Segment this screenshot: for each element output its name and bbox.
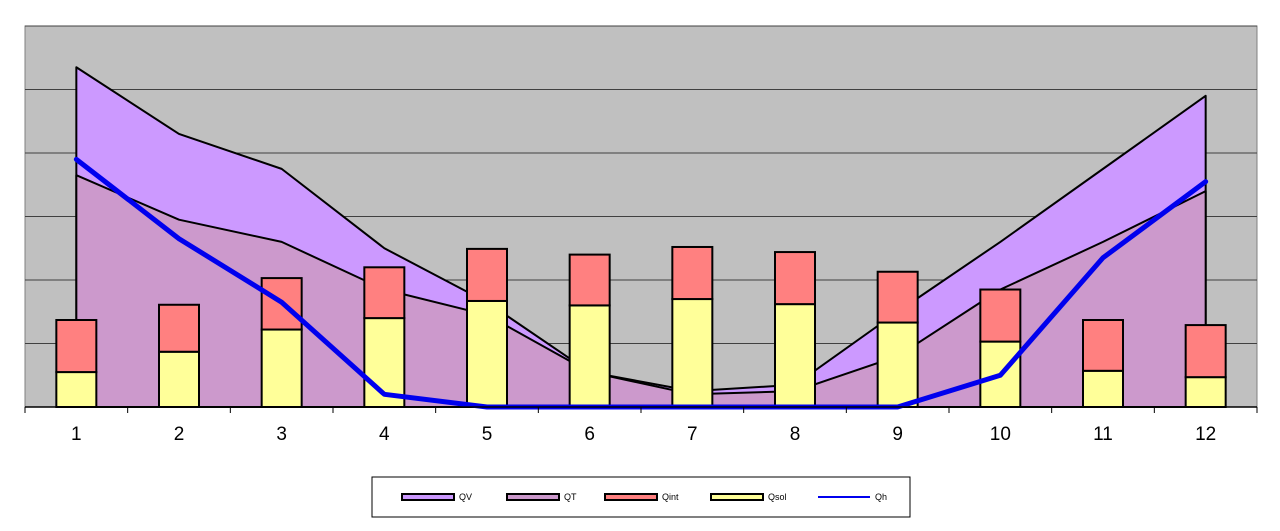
bar-qsol-4	[363, 317, 406, 409]
legend-swatch-qsol	[710, 493, 764, 501]
bar-qint-8	[774, 251, 816, 306]
legend-label-qh: Qh	[875, 492, 887, 502]
x-tick-label: 12	[1195, 424, 1216, 445]
bar-qint-9	[876, 270, 919, 324]
x-tick-label: 3	[276, 424, 287, 445]
bar-qsol-12	[1184, 376, 1227, 408]
stacked-bars	[55, 245, 1227, 409]
bar-qint-12	[1184, 324, 1227, 379]
legend-label-qsol: Qsol	[768, 492, 787, 502]
x-tick-label: 4	[379, 424, 390, 445]
x-tick-label: 6	[584, 424, 595, 445]
x-tick-label: 9	[892, 424, 903, 445]
bar-qint-10	[979, 288, 1022, 343]
bar-qint-7	[671, 245, 714, 301]
bar-qsol-7	[671, 298, 714, 408]
legend: QV QT Qint Qsol Qh	[371, 476, 911, 518]
legend-swatch-qint	[604, 493, 658, 501]
legend-label-qint: Qint	[662, 492, 679, 502]
bar-qint-2	[158, 303, 200, 353]
bar-qsol-3	[260, 328, 303, 408]
x-tick-label: 5	[482, 424, 493, 445]
bar-qsol-5	[466, 299, 508, 408]
bar-qsol-1	[55, 371, 98, 409]
bar-qint-4	[363, 266, 406, 320]
x-tick-label: 11	[1093, 424, 1113, 445]
bar-qsol-6	[568, 304, 611, 408]
bar-qint-11	[1082, 319, 1124, 372]
legend-swatch-qt	[506, 493, 560, 501]
x-tick-label: 10	[990, 424, 1011, 445]
x-tick-label: 8	[790, 424, 801, 445]
x-tick-label: 1	[71, 424, 82, 445]
x-tick-label: 2	[174, 424, 185, 445]
x-tick-label: 7	[687, 424, 698, 445]
legend-label-qt: QT	[564, 492, 577, 502]
bar-qint-5	[466, 247, 508, 302]
bar-qsol-11	[1082, 369, 1124, 408]
legend-label-qv: QV	[459, 492, 472, 502]
bar-qint-1	[55, 319, 98, 374]
legend-swatch-qv	[401, 493, 455, 501]
bar-qsol-2	[158, 350, 200, 409]
x-axis-ticks: 1 2 3 4 5 6 7 8 9 10 11 12	[24, 407, 1258, 445]
bar-qint-6	[568, 253, 611, 307]
bar-qsol-8	[774, 303, 816, 409]
bar-qsol-9	[876, 321, 919, 409]
